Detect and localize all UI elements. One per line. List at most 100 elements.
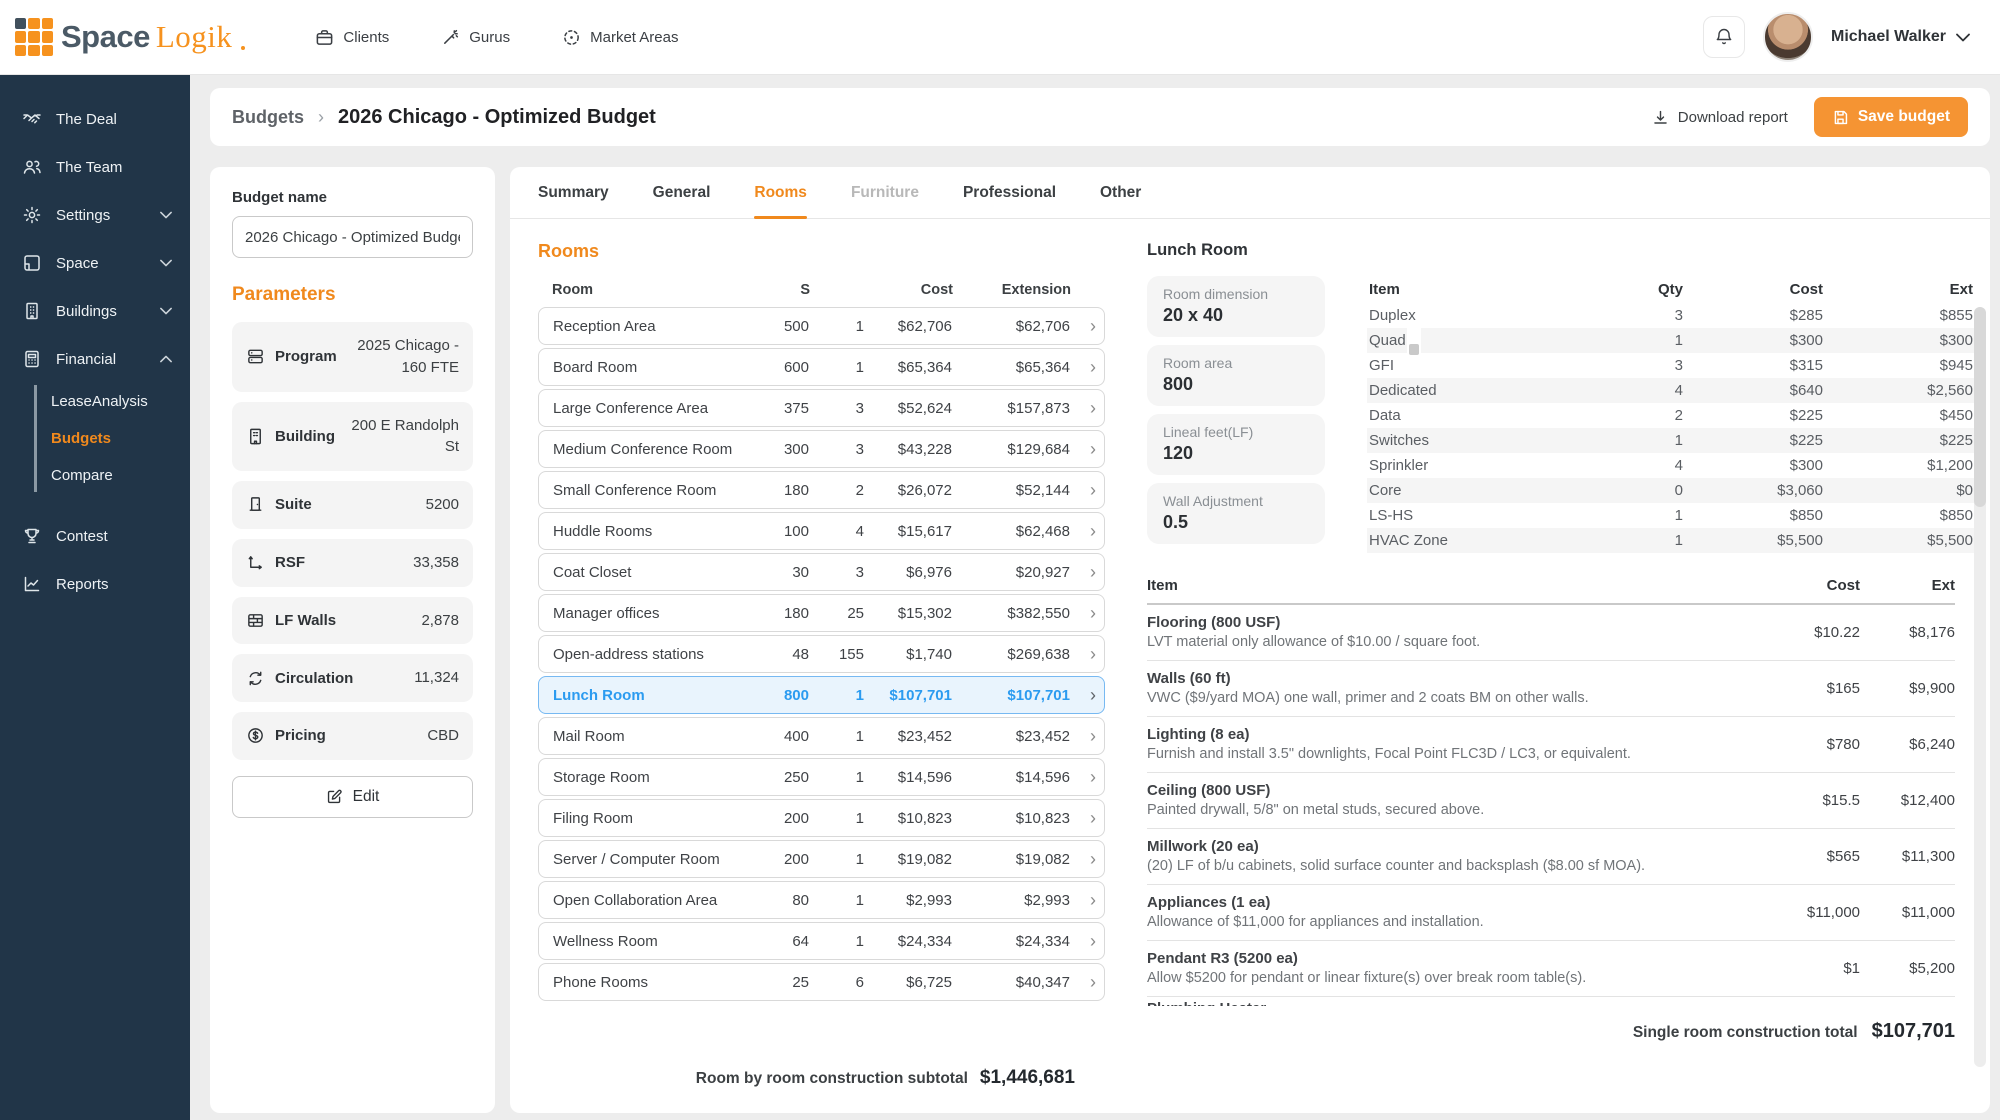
user-menu[interactable]: Michael Walker — [1831, 28, 1970, 46]
trophy-icon — [22, 526, 42, 546]
chevron-down-icon — [160, 307, 172, 315]
breadcrumb-budgets[interactable]: Budgets — [232, 106, 304, 127]
chevron-right-icon — [1070, 727, 1096, 745]
room-row-server-computer-room[interactable]: Server / Computer Room 200 1 $19,082 $19,082 — [538, 840, 1105, 878]
budget-name-input[interactable] — [232, 216, 473, 258]
tab-rooms[interactable]: Rooms — [754, 167, 807, 219]
sidebar-label: Financial — [56, 350, 117, 368]
sidebar-label: Settings — [56, 206, 111, 224]
sidebar-label: Reports — [56, 575, 109, 593]
electrical-items-table: Item Qty Cost Ext Duplex 3 $285 $855 Quad 1 $… — [1367, 276, 1975, 553]
stat-room-area: Room area 800 — [1147, 345, 1325, 406]
room-row-huddle-rooms[interactable]: Huddle Rooms 100 4 $15,617 $62,468 — [538, 512, 1105, 550]
inner-scrollbar-thumb[interactable] — [1409, 344, 1419, 355]
param-label: Program — [275, 348, 337, 366]
top-bar: Space Logik Clients Gurus Market Areas Mi… — [0, 0, 2000, 75]
sidebar-item-financial[interactable]: Financial — [0, 335, 190, 383]
magic-wand-icon — [441, 28, 460, 47]
user-avatar[interactable] — [1762, 12, 1813, 62]
room-detail-title: Lunch Room — [1147, 241, 1248, 259]
room-row-open-address-stations[interactable]: Open-address stations 48 155 $1,740 $269,638 — [538, 635, 1105, 673]
chevron-right-icon — [1070, 563, 1096, 581]
sidebar-item-space[interactable]: Space — [0, 239, 190, 287]
detail-scrollbar-thumb[interactable] — [1974, 307, 1986, 507]
building-icon — [246, 427, 265, 446]
room-row-filing-room[interactable]: Filing Room 200 1 $10,823 $10,823 — [538, 799, 1105, 837]
sidebar-item-settings[interactable]: Settings — [0, 191, 190, 239]
chevron-down-icon — [160, 259, 172, 267]
param-label: Pricing — [275, 727, 326, 745]
room-row-phone-rooms[interactable]: Phone Rooms 25 6 $6,725 $40,347 — [538, 963, 1105, 1001]
param-value: 200 E Randolph St — [351, 416, 459, 456]
room-row-wellness-room[interactable]: Wellness Room 64 1 $24,334 $24,334 — [538, 922, 1105, 960]
room-row-large-conference-area[interactable]: Large Conference Area 375 3 $52,624 $157,873 — [538, 389, 1105, 427]
gear-icon — [22, 205, 42, 225]
chevron-right-icon — [1070, 973, 1096, 991]
param-program: Program 2025 Chicago - 160 FTE — [232, 322, 473, 392]
notifications-button[interactable] — [1702, 16, 1745, 58]
nav-clients[interactable]: Clients — [315, 28, 389, 47]
stat-room-dimension: Room dimension 20 x 40 — [1147, 276, 1325, 337]
sidebar-item-reports[interactable]: Reports — [0, 560, 190, 608]
download-report-button[interactable]: Download report — [1652, 109, 1788, 126]
tab-professional[interactable]: Professional — [962, 183, 1056, 201]
param-value: 11,324 — [414, 669, 459, 687]
room-row-manager-offices[interactable]: Manager offices 180 25 $15,302 $382,550 — [538, 594, 1105, 632]
chevron-right-icon — [1070, 850, 1096, 868]
chevron-right-icon — [1070, 317, 1096, 335]
sidebar-label: Buildings — [56, 302, 117, 320]
download-icon — [1652, 109, 1669, 126]
room-row-storage-room[interactable]: Storage Room 250 1 $14,596 $14,596 — [538, 758, 1105, 796]
col-extension: Extension — [1001, 282, 1071, 298]
param-value: 2025 Chicago - 160 FTE — [357, 337, 459, 376]
construction-items-table: Item Cost Ext Flooring (800 USF) LVT mate… — [1147, 577, 1955, 1006]
rooms-subtotal-label: Room by room construction subtotal — [695, 1070, 968, 1087]
param-label: RSF — [275, 554, 305, 572]
tab-general[interactable]: General — [652, 183, 711, 201]
rooms-list-panel: Rooms Room S Cost Extension Reception Ar… — [510, 219, 1125, 1113]
param-pricing: Pricing CBD — [232, 712, 473, 760]
sidebar-item-the-team[interactable]: The Team — [0, 143, 190, 191]
spacelogik-logo[interactable]: Space Logik — [15, 18, 246, 56]
chevron-right-icon — [1070, 399, 1096, 417]
nav-market-areas[interactable]: Market Areas — [562, 28, 679, 47]
sidebar-item-budgets[interactable]: Budgets — [51, 430, 111, 447]
room-row-medium-conference-room[interactable]: Medium Conference Room 300 3 $43,228 $129,68… — [538, 430, 1105, 468]
sidebar-item-contest[interactable]: Contest — [0, 512, 190, 560]
chevron-down-icon — [1956, 33, 1970, 42]
logo-dot — [241, 46, 246, 50]
room-row-board-room[interactable]: Board Room 600 1 $65,364 $65,364 — [538, 348, 1105, 386]
rooms-table-header: Room S Cost Extension — [538, 282, 1105, 307]
program-icon — [246, 347, 265, 366]
room-row-coat-closet[interactable]: Coat Closet 30 3 $6,976 $20,927 — [538, 553, 1105, 591]
edit-icon — [326, 788, 343, 805]
wall-grid-icon — [246, 611, 265, 630]
chevron-right-icon — [1070, 604, 1096, 622]
sidebar-item-buildings[interactable]: Buildings — [0, 287, 190, 335]
sidebar-item-the-deal[interactable]: The Deal — [0, 95, 190, 143]
param-value: CBD — [427, 727, 459, 744]
edit-parameters-button[interactable]: Edit — [232, 775, 473, 818]
room-row-lunch-room-selected[interactable]: Lunch Room 800 1 $107,701 $107,701 — [538, 676, 1105, 714]
param-circulation: Circulation 11,324 — [232, 654, 473, 702]
nav-gurus[interactable]: Gurus — [441, 28, 510, 47]
sidebar-item-compare[interactable]: Compare — [51, 467, 113, 484]
tab-other[interactable]: Other — [1100, 183, 1142, 201]
dollar-circle-icon — [246, 726, 265, 745]
budget-settings-panel: Budget name Parameters Program 2025 Chic… — [210, 167, 495, 1113]
sidebar-item-leaseanalysis[interactable]: LeaseAnalysis — [51, 393, 148, 410]
electrical-row: Quad 1 $300 $300 — [1367, 328, 1975, 353]
tab-furniture[interactable]: Furniture — [850, 183, 919, 201]
edit-button-label: Edit — [352, 787, 380, 805]
room-row-open-collaboration-area[interactable]: Open Collaboration Area 80 1 $2,993 $2,993 — [538, 881, 1105, 919]
item-row-ceiling: Ceiling (800 USF) Painted drywall, 5/8" o… — [1147, 773, 1955, 829]
room-row-reception-area[interactable]: Reception Area 500 1 $62,706 $62,706 — [538, 307, 1105, 345]
room-row-mail-room[interactable]: Mail Room 400 1 $23,452 $23,452 — [538, 717, 1105, 755]
chart-line-icon — [22, 574, 42, 594]
room-row-small-conference-room[interactable]: Small Conference Room 180 2 $26,072 $52,144 — [538, 471, 1105, 509]
chevron-right-icon — [1070, 645, 1096, 663]
item-row-lighting: Lighting (8 ea) Furnish and install 3.5" … — [1147, 717, 1955, 773]
save-budget-button[interactable]: Save budget — [1813, 97, 1968, 137]
tab-summary[interactable]: Summary — [538, 183, 609, 201]
rooms-section-title: Rooms — [538, 241, 600, 261]
